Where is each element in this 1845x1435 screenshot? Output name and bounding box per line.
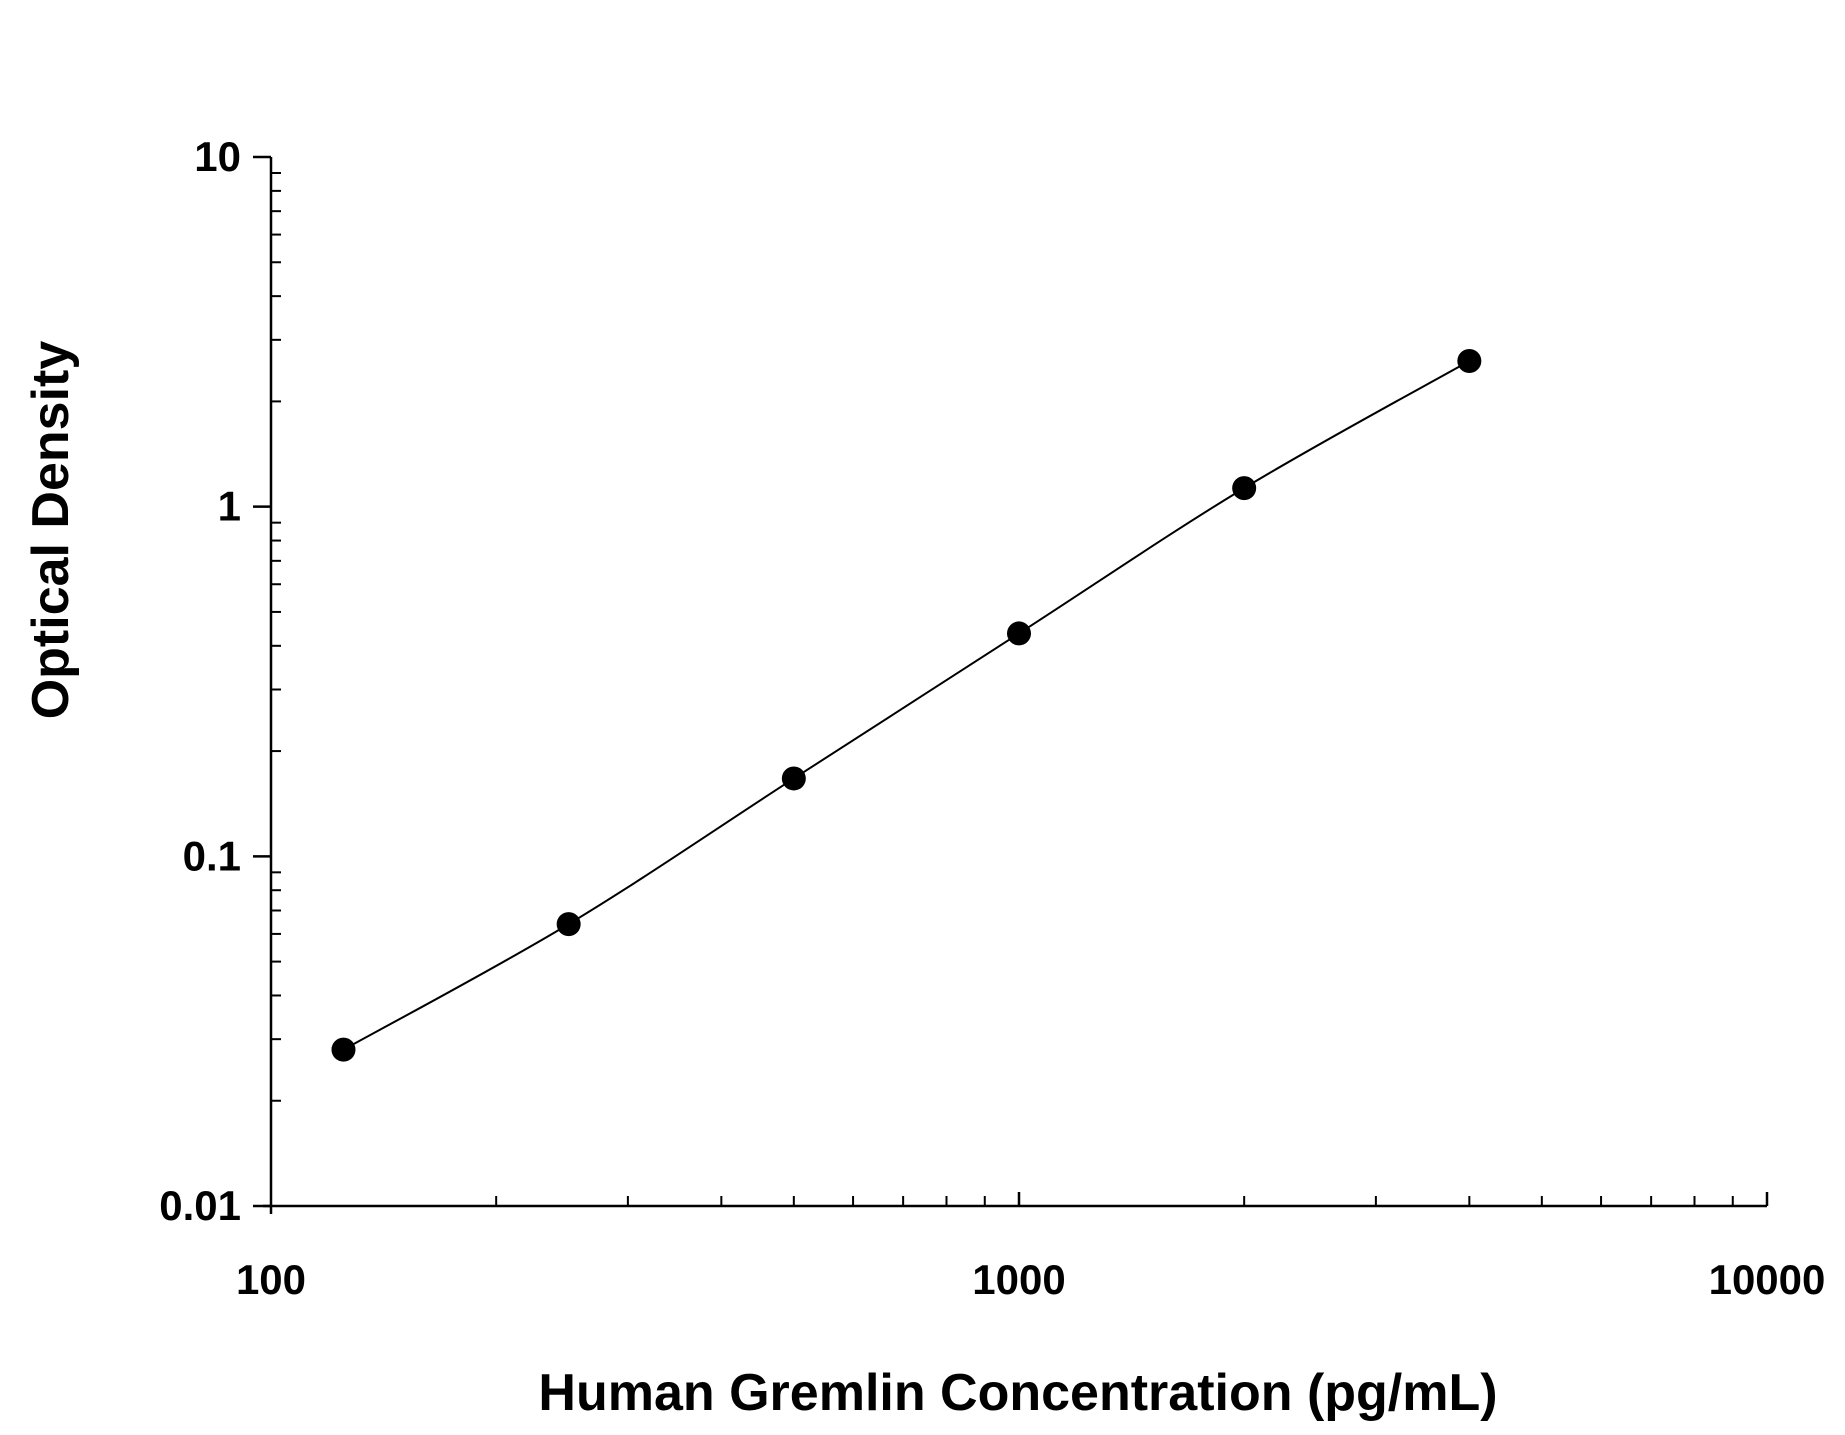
tick-labels: 0.01 0.1 1 10 100 1000 10000 [159, 133, 1825, 1303]
axes [253, 155, 1769, 1214]
data-point [1457, 348, 1482, 373]
data-point [556, 912, 581, 937]
y-tick-label: 0.1 [183, 832, 241, 879]
data-point [1232, 476, 1257, 501]
x-axis-title: Human Gremlin Concentration (pg/mL) [538, 1364, 1497, 1422]
plot-area [331, 348, 1482, 1062]
fit-curve [343, 360, 1470, 1051]
data-point [331, 1037, 356, 1062]
data-point [1007, 621, 1031, 646]
x-tick-label: 10000 [1709, 1256, 1826, 1303]
x-tick-label: 1000 [972, 1256, 1065, 1303]
x-tick-label: 100 [236, 1256, 306, 1303]
y-tick-label: 0.01 [159, 1182, 241, 1229]
y-tick-label: 1 [218, 483, 241, 530]
y-tick-label: 10 [194, 133, 241, 180]
data-point [781, 766, 806, 791]
y-axis-title: Optical Density [22, 341, 80, 720]
